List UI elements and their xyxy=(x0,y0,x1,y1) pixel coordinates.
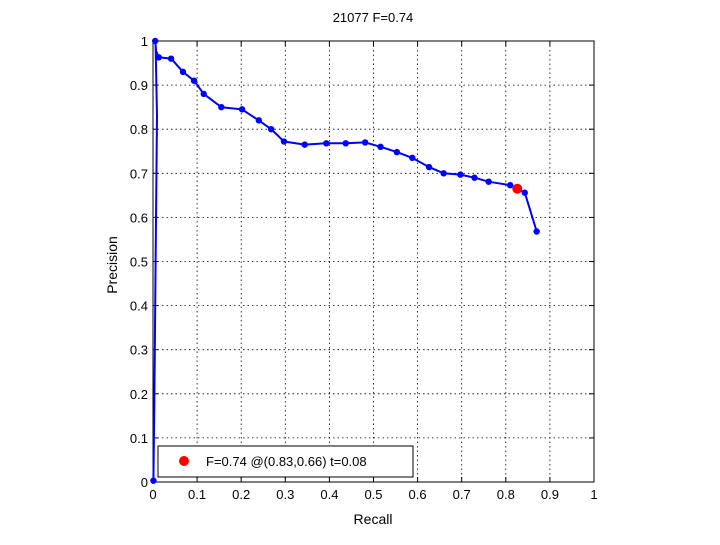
pr-curve-point xyxy=(342,140,349,147)
chart-title: 21077 F=0.74 xyxy=(333,10,414,25)
y-tick-label: 0.7 xyxy=(130,166,148,181)
pr-curve-point xyxy=(150,477,157,484)
pr-curve-point xyxy=(255,117,263,124)
grid xyxy=(153,41,594,482)
x-axis-label: Recall xyxy=(354,511,393,527)
y-tick-label: 0.5 xyxy=(130,255,148,270)
y-tick-label: 0.3 xyxy=(130,343,148,358)
pr-curve-point xyxy=(409,154,416,162)
x-tick-label: 0.5 xyxy=(364,487,382,502)
pr-curve-point xyxy=(521,189,528,196)
pr-curve-point xyxy=(361,139,369,146)
pr-curve-line xyxy=(152,40,538,481)
pr-curve-point xyxy=(200,90,207,98)
x-tick-label: 0.7 xyxy=(453,487,471,502)
pr-curve-point xyxy=(267,126,275,133)
pr-curve-point xyxy=(323,140,330,147)
pr-curve-point xyxy=(507,182,514,189)
pr-curve-point xyxy=(485,178,492,185)
x-tick-label: 0.2 xyxy=(232,487,250,502)
pr-curve-point xyxy=(440,170,447,177)
y-tick-label: 0 xyxy=(141,475,148,490)
legend-label: F=0.74 @(0.83,0.66) t=0.08 xyxy=(206,454,367,469)
pr-curve-point xyxy=(155,54,162,61)
pr-curve-point xyxy=(218,103,225,111)
pr-curve-point xyxy=(425,163,433,171)
y-tick-label: 0.4 xyxy=(130,299,148,314)
y-tick-label: 0.1 xyxy=(130,431,148,446)
legend-marker xyxy=(179,456,189,466)
y-axis-label: Precision xyxy=(104,236,120,294)
pr-curve-point xyxy=(457,171,464,178)
x-tick-label: 0 xyxy=(149,487,156,502)
pr-curve-point xyxy=(167,55,175,62)
pr-curve-point xyxy=(152,37,159,45)
x-tick-label: 1 xyxy=(590,487,597,502)
legend-box xyxy=(157,445,414,478)
pr-curve-point xyxy=(280,138,288,145)
x-tick-label: 0.4 xyxy=(320,487,338,502)
x-tick-label: 0.1 xyxy=(188,487,206,502)
axis-ticks: 0 0.1 0.2 0.3 0.4 0.5 0.6 0.7 0.8 0.9 1 0 0.1 0.2 0.3 0… xyxy=(130,34,598,502)
legend: F=0.74 @(0.83,0.66) t=0.08 xyxy=(157,445,414,478)
pr-curve-point xyxy=(301,141,308,148)
x-tick-label: 0.8 xyxy=(497,487,515,502)
y-tick-label: 0.8 xyxy=(130,122,148,137)
pr-curve-point xyxy=(393,148,401,156)
x-tick-label: 0.3 xyxy=(276,487,294,502)
pr-curve-point xyxy=(179,68,187,76)
x-tick-label: 0.9 xyxy=(541,487,559,502)
pr-curve-point xyxy=(190,77,198,84)
series-layer xyxy=(150,37,540,484)
pr-curve-point xyxy=(533,228,540,235)
y-tick-label: 1 xyxy=(141,34,148,49)
best-f-point xyxy=(512,183,523,194)
y-tick-label: 0.9 xyxy=(130,78,148,93)
pr-curve-point xyxy=(377,143,384,151)
pr-curve-point xyxy=(471,174,478,181)
y-tick-label: 0.2 xyxy=(130,387,148,402)
x-tick-label: 0.6 xyxy=(409,487,427,502)
pr-curve-point xyxy=(238,106,246,113)
y-tick-label: 0.6 xyxy=(130,210,148,225)
